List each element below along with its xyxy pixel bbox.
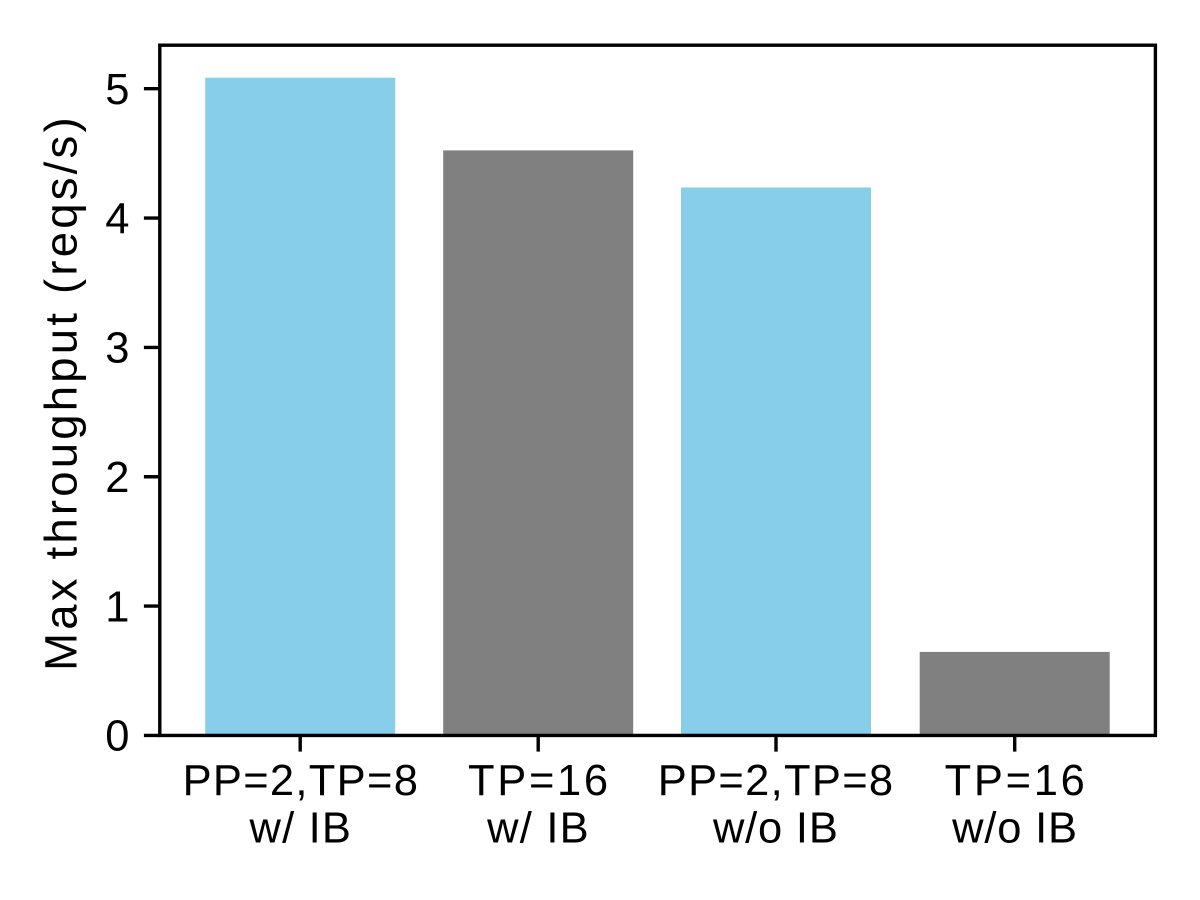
svg-text:PP=2,TP=8: PP=2,TP=8: [183, 757, 420, 805]
svg-text:5: 5: [105, 66, 129, 114]
svg-text:w/ IB: w/ IB: [248, 805, 352, 853]
svg-text:Max throughput (reqs/s): Max throughput (reqs/s): [36, 114, 87, 671]
svg-text:w/ IB: w/ IB: [486, 805, 590, 853]
svg-text:PP=2,TP=8: PP=2,TP=8: [658, 757, 895, 805]
svg-text:TP=16: TP=16: [945, 757, 1088, 805]
svg-text:0: 0: [105, 713, 129, 761]
svg-text:3: 3: [105, 325, 129, 373]
svg-text:4: 4: [105, 195, 129, 243]
svg-text:TP=16: TP=16: [468, 757, 611, 805]
svg-text:2: 2: [105, 454, 129, 502]
svg-text:w/o IB: w/o IB: [712, 805, 839, 853]
svg-text:1: 1: [105, 583, 129, 631]
svg-text:w/o IB: w/o IB: [951, 805, 1078, 853]
